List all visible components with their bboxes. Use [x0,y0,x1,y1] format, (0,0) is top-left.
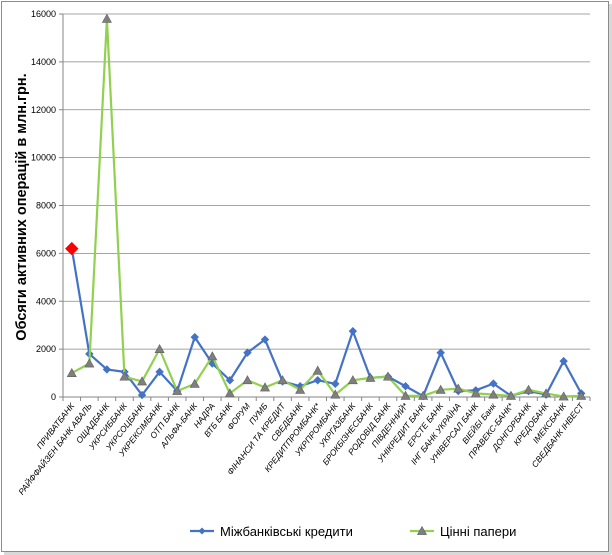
y-tick-label: 10000 [31,153,56,163]
data-point [330,389,341,399]
series-line [70,248,583,398]
data-point [400,390,411,400]
data-point [331,379,340,389]
legend-label: Цінні папери [440,524,516,539]
legend-label: Міжбанківські кредити [220,524,353,539]
data-point [295,384,306,394]
data-point [102,365,112,374]
data-point [224,388,235,398]
data-point [436,348,445,357]
y-tick-label: 6000 [36,248,56,258]
data-point [277,375,288,385]
data-point [154,344,165,354]
y-axis-label: Обсяги активних операцій в млн.грн. [14,73,30,340]
data-point [470,388,481,398]
data-point [190,332,199,342]
data-point [435,384,446,394]
gridlines [63,13,590,398]
series-1 [65,241,586,401]
data-point [523,384,534,394]
data-point [137,376,148,386]
y-tick-label: 8000 [36,201,56,211]
data-point [260,382,271,392]
data-point [489,379,498,388]
y-tick-label: 4000 [36,296,56,306]
data-point [505,390,516,400]
data-point [155,367,164,377]
legend: Міжбанківські кредити Цінні папери [190,524,516,539]
data-point [84,358,95,368]
data-point [312,365,323,375]
data-point [243,348,252,357]
data-point [401,382,410,391]
y-tick-label: 14000 [31,57,56,67]
data-point [347,375,358,385]
data-point [65,241,79,256]
data-point [225,376,235,385]
data-point [382,371,393,381]
data-point [418,390,429,400]
data-point [207,351,218,361]
legend-marker [416,525,428,535]
data-point [260,335,270,344]
data-point [313,376,322,385]
data-point [559,356,568,366]
frame-shadow-right [609,4,612,554]
data-point [119,371,130,381]
legend-item: Міжбанківські кредити [190,524,353,539]
series-line [71,17,582,398]
data-point [242,375,253,385]
series-layer [65,13,587,401]
series-2 [66,13,587,401]
y-tick-label: 16000 [31,9,56,19]
data-point [453,383,464,393]
y-tick-label: 12000 [31,105,56,115]
legend-item: Цінні папери [410,524,516,539]
data-point [172,385,183,395]
data-point [66,367,77,377]
y-tick-label: 0 [51,392,56,402]
frame-shadow-bottom [4,552,611,555]
x-tick-label: РАЙФФАЙЗЕН БАНК АВАЛЬ [15,400,94,497]
data-point [541,388,552,398]
legend-marker [198,527,206,535]
data-point [101,13,112,23]
data-point [488,389,499,399]
y-tick-labels: 0 2000 4000 6000 8000 10000 12000 14000 16000 [31,9,63,402]
data-point [558,391,569,401]
data-point [365,372,376,382]
data-point [189,378,200,388]
data-point [576,390,587,400]
y-tick-label: 2000 [36,344,56,354]
data-point [137,390,147,400]
data-point [348,326,358,336]
